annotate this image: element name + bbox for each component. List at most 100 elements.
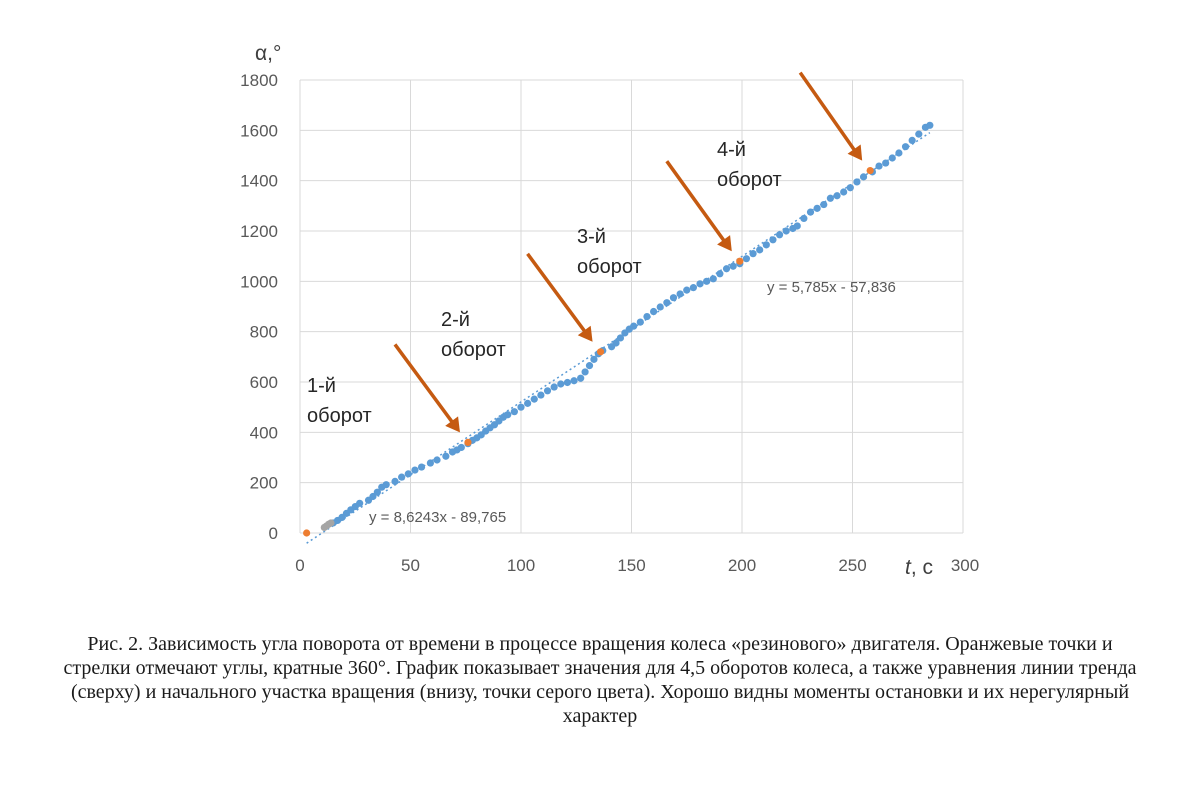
annotation-label: 4-й (717, 139, 746, 161)
data-point-blue (517, 403, 525, 411)
x-axis-label-unit: , с (911, 556, 933, 579)
data-point-blue (656, 303, 664, 311)
data-point-blue (426, 459, 434, 467)
data-point-blue (782, 227, 790, 235)
data-point-blue (663, 299, 671, 307)
gridlines (299, 79, 964, 534)
data-point-blue (404, 470, 412, 478)
data-point-blue (703, 277, 711, 285)
data-point-blue (612, 339, 620, 347)
data-point-orange (736, 257, 744, 265)
data-point-blue (636, 318, 644, 326)
data-point-blue (543, 387, 552, 395)
annotation-label: 3-й (577, 226, 606, 248)
data-point-blue (411, 466, 419, 474)
trendline-segment (306, 131, 931, 544)
x-tick-label: 50 (401, 556, 420, 575)
x-tick-label: 300 (951, 556, 979, 575)
data-point-blue (577, 374, 585, 382)
x-tick-label: 0 (295, 556, 304, 575)
data-point-blue (356, 499, 364, 507)
arrow-head (717, 235, 732, 252)
data-point-blue (820, 200, 828, 209)
data-point-blue (729, 262, 737, 270)
data-point-blue (504, 411, 512, 419)
x-axis-label: t, с (905, 556, 933, 579)
data-point-blue (901, 143, 910, 151)
data-point-blue (530, 395, 538, 403)
data-point-blue (833, 192, 841, 200)
data-point-blue (391, 477, 399, 486)
data-point-blue (806, 208, 815, 216)
data-point-blue (669, 294, 678, 302)
x-tick-label: 100 (507, 556, 535, 575)
data-point-blue (926, 121, 934, 129)
y-tick-label: 1200 (240, 222, 278, 241)
data-point-blue (590, 355, 598, 363)
data-point-blue (769, 236, 777, 244)
data-point-blue (442, 452, 450, 460)
x-tick-labels: 0 50 100 150 200 250 300 (295, 556, 979, 575)
arrow-shaft (665, 160, 728, 245)
data-point-blue (433, 456, 441, 464)
chart: 0 200 400 600 800 1000 1200 1400 1600 1800 0 50 100… (240, 42, 979, 579)
y-tick-label: 400 (250, 423, 278, 442)
data-point-blue (373, 488, 381, 496)
data-point-blue (762, 241, 770, 249)
data-point-blue (382, 481, 390, 489)
data-point-blue (616, 334, 625, 342)
data-point-blue (716, 270, 724, 278)
data-point-blue (585, 362, 594, 370)
y-axis-label: α,° (255, 42, 281, 65)
data-point-blue (557, 380, 565, 388)
data-point-blue (888, 154, 896, 162)
data-point-orange (596, 348, 605, 356)
data-point-blue (800, 214, 808, 223)
data-point-blue (676, 290, 684, 298)
data-points (303, 121, 934, 537)
trend-equation-top: y = 5,785x - 57,836 (767, 279, 896, 296)
data-point-blue (875, 162, 883, 170)
data-point-blue (882, 159, 890, 167)
arrow-head (445, 416, 460, 433)
data-point-gray (327, 519, 335, 527)
y-tick-label: 1400 (240, 172, 278, 191)
trend-equation-bottom: y = 8,6243x - 89,765 (369, 509, 506, 526)
data-point-orange (464, 438, 472, 446)
data-point-blue (793, 222, 801, 230)
y-tick-label: 0 (269, 524, 278, 543)
annotations: 1-й оборот 2-й оборот 3-й оборот 4-й оборот (307, 139, 782, 427)
y-tick-label: 1800 (240, 71, 278, 90)
y-tick-label: 600 (250, 373, 278, 392)
arrow-shaft (393, 343, 456, 426)
figure-caption: Рис. 2. Зависимость угла поворота от вре… (63, 633, 1137, 727)
data-point-blue (853, 178, 861, 186)
data-point-blue (775, 231, 784, 239)
data-point-blue (683, 286, 691, 294)
data-point-blue (524, 399, 532, 407)
data-point-blue (846, 184, 854, 192)
data-point-blue (915, 130, 923, 138)
data-point-blue (859, 173, 868, 181)
data-point-blue (643, 312, 651, 321)
annotation-label: оборот (717, 169, 782, 191)
annotation-label: оборот (577, 256, 642, 278)
data-point-blue (537, 391, 545, 399)
data-point-blue (650, 307, 658, 316)
data-point-blue (895, 149, 903, 157)
data-point-blue (722, 265, 731, 273)
y-tick-label: 800 (250, 323, 278, 342)
y-tick-labels: 0 200 400 600 800 1000 1200 1400 1600 1800 (240, 71, 278, 543)
y-tick-label: 200 (250, 474, 278, 493)
data-point-blue (908, 136, 916, 144)
data-point-blue (756, 246, 764, 254)
data-point-blue (369, 492, 377, 501)
annotation-label: оборот (441, 339, 506, 361)
data-point-blue (550, 383, 558, 391)
data-point-blue (417, 463, 426, 471)
arrow-shaft (798, 71, 858, 154)
data-point-blue (749, 250, 757, 258)
data-point-blue (398, 473, 406, 481)
data-point-blue (826, 194, 835, 202)
data-point-blue (709, 275, 717, 283)
